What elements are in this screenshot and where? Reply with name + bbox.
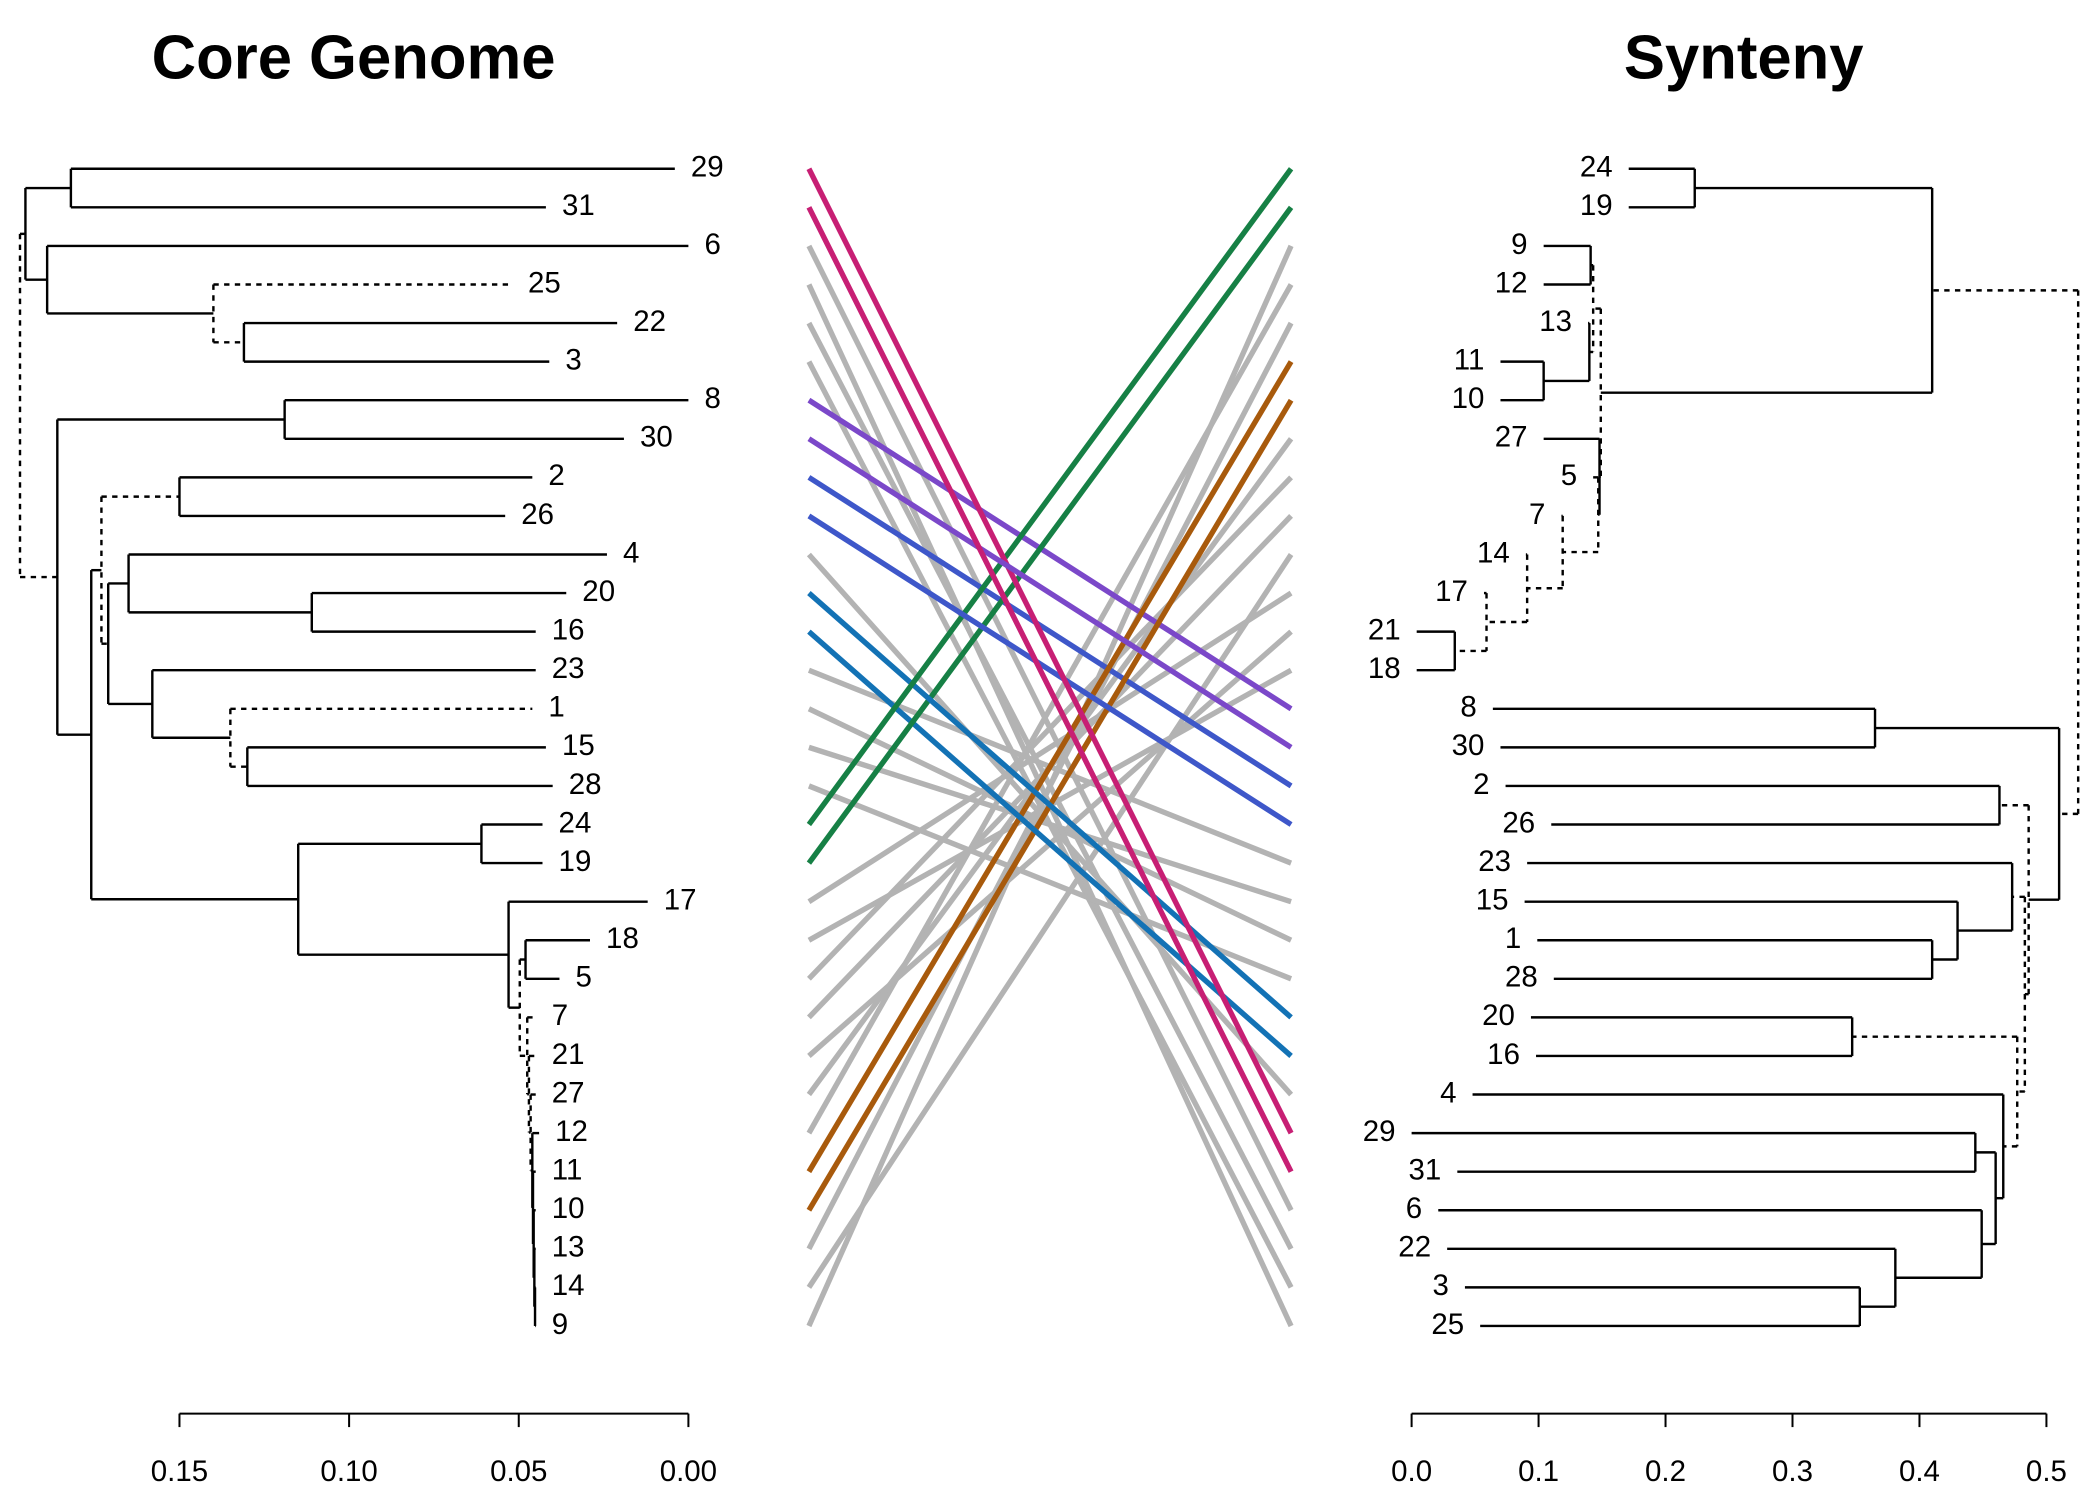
leaf-label: 23 xyxy=(552,652,585,685)
leaf-label: 6 xyxy=(704,228,720,261)
links xyxy=(806,167,1294,1328)
link xyxy=(807,591,1293,1020)
leaf-label: 8 xyxy=(1460,691,1476,724)
leaf-label: 27 xyxy=(1495,421,1528,454)
leaf-label: 15 xyxy=(1476,883,1509,916)
leaf-label: 13 xyxy=(552,1231,585,1264)
leaf-label: 26 xyxy=(1502,806,1535,839)
link xyxy=(806,205,1294,865)
leaf-label: 10 xyxy=(552,1192,585,1225)
x-tick-label: 0.1 xyxy=(1518,1455,1559,1488)
leaf-label: 20 xyxy=(582,575,615,608)
leaf-label: 11 xyxy=(552,1153,583,1186)
x-tick-label: 0.10 xyxy=(320,1455,377,1488)
leaf-label: 20 xyxy=(1482,999,1515,1032)
leaf-label: 31 xyxy=(1408,1153,1441,1186)
leaf-label: 27 xyxy=(552,1076,585,1109)
link xyxy=(807,590,1293,904)
link xyxy=(807,475,1293,789)
link xyxy=(807,513,1293,827)
x-tick-label: 0.0 xyxy=(1391,1455,1432,1488)
leaf-label: 22 xyxy=(1398,1231,1431,1264)
right-title: Synteny xyxy=(1624,23,1864,92)
leaf-label: 21 xyxy=(1368,613,1401,646)
leaf-label: 16 xyxy=(552,613,585,646)
leaf-label: 12 xyxy=(555,1115,588,1148)
x-tick-label: 0.5 xyxy=(2026,1455,2067,1488)
link xyxy=(806,283,1294,1135)
leaf-label: 14 xyxy=(552,1269,585,1302)
x-tick-label: 0.15 xyxy=(151,1455,208,1488)
leaf-label: 4 xyxy=(1440,1076,1456,1109)
leaf-label: 9 xyxy=(1511,228,1527,261)
leaf-label: 15 xyxy=(562,729,595,762)
leaf-label: 1 xyxy=(548,691,564,724)
leaf-label: 17 xyxy=(1435,575,1468,608)
link xyxy=(806,360,1294,1174)
x-tick-label: 0.2 xyxy=(1645,1455,1686,1488)
leaf-label: 24 xyxy=(559,806,592,839)
leaf-label: 14 xyxy=(1477,536,1510,569)
link xyxy=(806,167,1294,827)
leaf-label: 29 xyxy=(691,151,724,184)
leaf-label: 17 xyxy=(664,883,697,916)
leaf-label: 21 xyxy=(552,1038,585,1071)
leaf-label: 26 xyxy=(521,498,554,531)
leaf-label: 9 xyxy=(552,1308,568,1341)
leaf-label: 19 xyxy=(1580,189,1613,222)
link xyxy=(806,167,1294,1135)
link xyxy=(807,436,1293,750)
leaf-label: 13 xyxy=(1539,305,1572,338)
x-tick-label: 0.4 xyxy=(1899,1455,1940,1488)
leaf-label: 1 xyxy=(1505,922,1521,955)
leaf-label: 5 xyxy=(576,961,592,994)
leaf-label: 23 xyxy=(1478,845,1511,878)
link xyxy=(806,553,1294,1289)
link xyxy=(807,629,1293,1058)
leaf-label: 25 xyxy=(1431,1308,1464,1341)
x-tick-label: 0.00 xyxy=(660,1455,717,1488)
leaf-label: 29 xyxy=(1363,1115,1396,1148)
leaf-label: 25 xyxy=(528,266,561,299)
leaf-label: 16 xyxy=(1487,1038,1520,1071)
leaf-label: 10 xyxy=(1452,382,1485,415)
leaf-label: 7 xyxy=(1529,498,1545,531)
leaf-label: 2 xyxy=(548,459,564,492)
link xyxy=(807,783,1293,982)
leaf-label: 6 xyxy=(1406,1192,1422,1225)
leaf-label: 5 xyxy=(1561,459,1577,492)
leaf-label: 30 xyxy=(1452,729,1485,762)
leaf-label: 19 xyxy=(559,845,592,878)
left-title: Core Genome xyxy=(152,23,556,92)
link xyxy=(806,244,1294,1212)
link xyxy=(806,206,1294,1173)
leaf-label: 24 xyxy=(1580,151,1613,184)
leaf-label: 8 xyxy=(704,382,720,415)
link xyxy=(807,397,1293,712)
leaf-label: 3 xyxy=(565,343,581,376)
leaf-label: 22 xyxy=(633,305,666,338)
leaf-label: 18 xyxy=(606,922,639,955)
leaf-label: 31 xyxy=(562,189,595,222)
leaf-label: 28 xyxy=(1505,961,1538,994)
leaf-label: 2 xyxy=(1473,768,1489,801)
leaf-label: 3 xyxy=(1432,1269,1448,1302)
leaf-label: 18 xyxy=(1368,652,1401,685)
x-tick-label: 0.05 xyxy=(490,1455,547,1488)
link xyxy=(808,744,1292,905)
leaf-label: 7 xyxy=(552,999,568,1032)
leaf-label: 12 xyxy=(1495,266,1528,299)
leaf-label: 28 xyxy=(569,768,602,801)
leaf-label: 4 xyxy=(623,536,639,569)
leaf-label: 30 xyxy=(640,421,673,454)
leaf-label: 11 xyxy=(1454,343,1485,376)
x-tick-label: 0.3 xyxy=(1772,1455,1813,1488)
link xyxy=(806,321,1294,1251)
